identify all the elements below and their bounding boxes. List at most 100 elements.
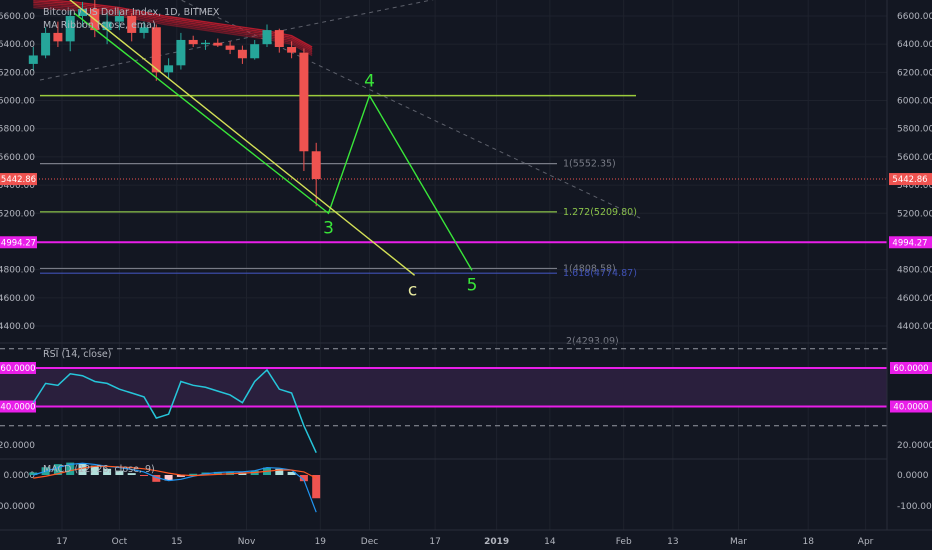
fib-level-label: 2(4293.09) bbox=[566, 336, 619, 347]
rsi-tag-left-label: 40.0000 bbox=[0, 403, 35, 413]
macd-histogram-bar bbox=[29, 472, 38, 475]
macd-histogram-bar bbox=[103, 468, 112, 475]
macd-histogram-bar bbox=[53, 464, 62, 475]
price-tick-left: 6600.00 bbox=[0, 12, 35, 22]
price-tag-right-label: 5442.86 bbox=[892, 175, 927, 185]
price-tick-right: 4400.00 bbox=[897, 322, 932, 332]
macd-tick-left: -100.0000 bbox=[0, 502, 35, 512]
price-tag-left bbox=[0, 236, 37, 249]
fib-level-label: 1(4808.58) bbox=[563, 263, 616, 274]
candle-body bbox=[237, 49, 247, 59]
price-tick-left: 6400.00 bbox=[0, 40, 35, 50]
ma-ribbon-line bbox=[33, 0, 313, 50]
candle-body bbox=[53, 32, 63, 42]
price-tag-left bbox=[0, 173, 37, 186]
symbol-title[interactable]: Bitcoin / US Dollar Index, 1D, BITMEX bbox=[43, 7, 220, 18]
rsi-title[interactable]: RSI (14, close) bbox=[43, 349, 111, 360]
macd-line bbox=[33, 462, 317, 513]
wave-label: 3 bbox=[323, 218, 334, 238]
x-tick-label: Feb bbox=[616, 537, 632, 547]
price-tag-right bbox=[889, 236, 932, 249]
macd-tick-right: -100.0000 bbox=[897, 502, 932, 512]
candle-body bbox=[311, 151, 321, 180]
macd-histogram-bar bbox=[164, 475, 173, 481]
macd-histogram-bar bbox=[213, 471, 222, 475]
price-tick-left: 5400.00 bbox=[0, 181, 35, 191]
x-tick-label: 18 bbox=[802, 537, 814, 547]
candle-body bbox=[274, 30, 284, 47]
macd-histogram-bar bbox=[115, 470, 124, 475]
corrective-label: c bbox=[408, 280, 417, 300]
price-tick-right: 6200.00 bbox=[897, 68, 932, 78]
candle-body bbox=[139, 27, 149, 33]
macd-tick-left: 0.0000 bbox=[4, 471, 36, 481]
x-tick-label: 15 bbox=[171, 537, 182, 547]
elliott-wave-path bbox=[73, 12, 473, 271]
macd-histogram-bar bbox=[287, 471, 296, 475]
ma-ribbon-line bbox=[33, 1, 313, 51]
fib-level-label: 1(5552.35) bbox=[563, 159, 616, 170]
macd-histogram-bar bbox=[78, 463, 87, 475]
macd-histogram-bar bbox=[275, 468, 284, 475]
x-tick-label: Oct bbox=[112, 537, 128, 547]
candle-body bbox=[114, 16, 124, 22]
x-tick-label: 19 bbox=[315, 537, 327, 547]
elliott-wave-lines: 3 4 5 c bbox=[69, 0, 478, 300]
rsi-line bbox=[32, 368, 317, 454]
macd-histogram-bar bbox=[127, 473, 136, 475]
price-tag-left-label: 4994.27 bbox=[1, 238, 36, 248]
candle-body bbox=[225, 45, 235, 50]
axes: 17 Oct 15 Nov 19 Dec 17 2019 14 Feb 13 Mar 18 Apr 6600… bbox=[0, 12, 932, 547]
price-tick-left: 6200.00 bbox=[0, 68, 35, 78]
candle-body bbox=[164, 65, 174, 73]
candle-body bbox=[127, 16, 137, 33]
candle-body bbox=[65, 16, 75, 42]
macd-histogram-bar bbox=[152, 475, 161, 482]
macd-histogram-bar bbox=[189, 473, 198, 475]
price-tick-left: 4600.00 bbox=[0, 294, 35, 304]
x-tick-label: 17 bbox=[429, 537, 440, 547]
price-tick-left: 5800.00 bbox=[0, 125, 35, 135]
indicator-title[interactable]: MA Ribbon (close, ema) bbox=[43, 20, 156, 31]
price-tick-right: 6600.00 bbox=[897, 12, 932, 22]
rsi-tag-left bbox=[0, 400, 36, 413]
candlestick-series bbox=[28, 0, 321, 207]
macd-histogram-bar bbox=[299, 475, 308, 482]
price-tick-right: 6000.00 bbox=[897, 97, 932, 107]
rsi-tag-right bbox=[890, 362, 932, 374]
fib-level-label: 1.618(4774.87) bbox=[563, 268, 637, 279]
candle-body bbox=[28, 55, 38, 64]
candle-body bbox=[287, 47, 297, 53]
macd-title[interactable]: MACD (12, 26, close, 9) bbox=[43, 464, 155, 475]
grid-lines bbox=[0, 0, 887, 530]
candle-body bbox=[201, 42, 210, 45]
x-tick-label: 2019 bbox=[484, 537, 509, 547]
price-tick-right: 5800.00 bbox=[897, 125, 932, 135]
x-tick-label: Nov bbox=[238, 537, 256, 547]
price-tick-left: 5200.00 bbox=[0, 209, 35, 219]
candle-body bbox=[299, 52, 309, 152]
macd-histogram-bar bbox=[312, 475, 321, 499]
fib-level-label: 1.272(5209.80) bbox=[563, 207, 637, 218]
candle-body bbox=[78, 8, 87, 16]
price-tick-left: 4800.00 bbox=[0, 266, 35, 276]
price-tick-left: 5600.00 bbox=[0, 153, 35, 163]
rsi-tag-left-label: 60.0000 bbox=[0, 364, 35, 374]
rsi-tag-right bbox=[890, 400, 932, 413]
price-tags: 5442.86 5442.86 4994.27 4994.27 bbox=[0, 173, 932, 249]
wave-label: 5 bbox=[467, 275, 478, 295]
macd-tick-right: 0.0000 bbox=[897, 471, 929, 481]
macd-histogram-bar bbox=[90, 465, 99, 475]
signal-line bbox=[33, 465, 317, 479]
macd-histogram-bar bbox=[66, 462, 75, 475]
rsi-tag-left bbox=[0, 362, 36, 374]
macd-panel: 0.0000 0.0000 -100.0000 -100.0000 bbox=[0, 462, 932, 513]
candle-body bbox=[176, 39, 186, 66]
candle-body bbox=[213, 42, 223, 46]
candle-body bbox=[250, 44, 260, 59]
x-tick-label: Apr bbox=[858, 537, 874, 547]
wave-label: 4 bbox=[364, 72, 375, 92]
rsi-tag-right-label: 60.0000 bbox=[893, 364, 928, 374]
